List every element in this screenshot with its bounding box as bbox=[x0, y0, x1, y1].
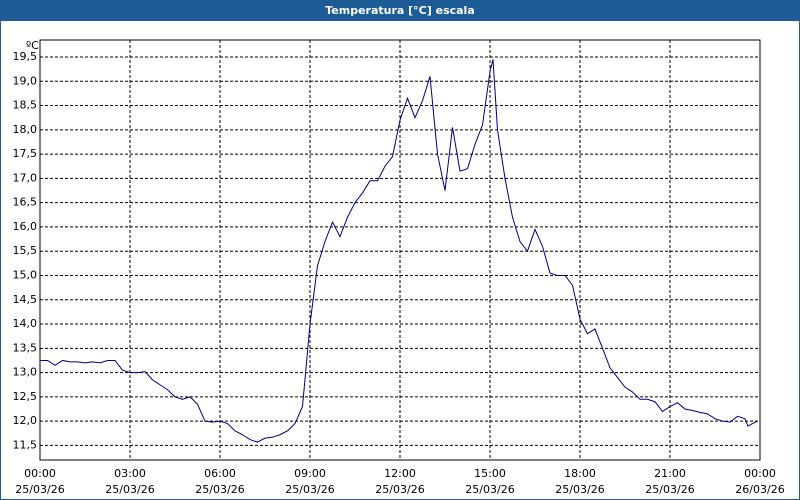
y-tick-label: 17,0 bbox=[13, 171, 38, 184]
y-tick-label: 18,5 bbox=[13, 99, 38, 112]
x-tick-label: 12:00 bbox=[384, 467, 416, 480]
x-tick-label: 15:00 bbox=[474, 467, 506, 480]
y-tick-label: 11,5 bbox=[13, 438, 38, 451]
y-tick-label: 16,0 bbox=[13, 220, 38, 233]
x-tick-label: 00:00 bbox=[744, 467, 776, 480]
y-unit: ºC bbox=[26, 39, 39, 52]
x-tick-date: 25/03/26 bbox=[285, 483, 334, 496]
x-tick-date: 25/03/26 bbox=[15, 483, 64, 496]
x-tick-label: 18:00 bbox=[564, 467, 596, 480]
x-tick-date: 25/03/26 bbox=[465, 483, 514, 496]
y-tick-label: 13,0 bbox=[13, 366, 38, 379]
y-tick-label: 12,0 bbox=[13, 414, 38, 427]
x-tick-date: 25/03/26 bbox=[555, 483, 604, 496]
window-title: Temperatura [°C] escala bbox=[325, 4, 475, 17]
y-tick-label: 19,5 bbox=[13, 50, 38, 63]
y-tick-label: 14,0 bbox=[13, 317, 38, 330]
y-tick-label: 12,5 bbox=[13, 390, 38, 403]
x-tick-date: 25/03/26 bbox=[105, 483, 154, 496]
x-tick-label: 03:00 bbox=[114, 467, 146, 480]
plot-frame bbox=[39, 39, 761, 461]
y-tick-label: 17,5 bbox=[13, 147, 38, 160]
y-tick-label: 16,5 bbox=[13, 196, 38, 209]
x-tick-date: 26/03/26 bbox=[735, 483, 784, 496]
x-tick-date: 25/03/26 bbox=[645, 483, 694, 496]
x-tick-label: 00:00 bbox=[24, 467, 56, 480]
title-bar bbox=[0, 0, 800, 20]
x-tick-label: 21:00 bbox=[654, 467, 686, 480]
y-tick-label: 18,0 bbox=[13, 123, 38, 136]
y-tick-label: 14,5 bbox=[13, 293, 38, 306]
y-tick-label: 15,5 bbox=[13, 244, 38, 257]
x-tick-date: 25/03/26 bbox=[195, 483, 244, 496]
y-tick-label: 15,0 bbox=[13, 268, 38, 281]
y-tick-label: 13,5 bbox=[13, 341, 38, 354]
data-line bbox=[40, 59, 758, 443]
x-tick-label: 06:00 bbox=[204, 467, 236, 480]
x-tick-date: 25/03/26 bbox=[375, 483, 424, 496]
y-tick-label: 19,0 bbox=[13, 74, 38, 87]
x-tick-label: 09:00 bbox=[294, 467, 326, 480]
